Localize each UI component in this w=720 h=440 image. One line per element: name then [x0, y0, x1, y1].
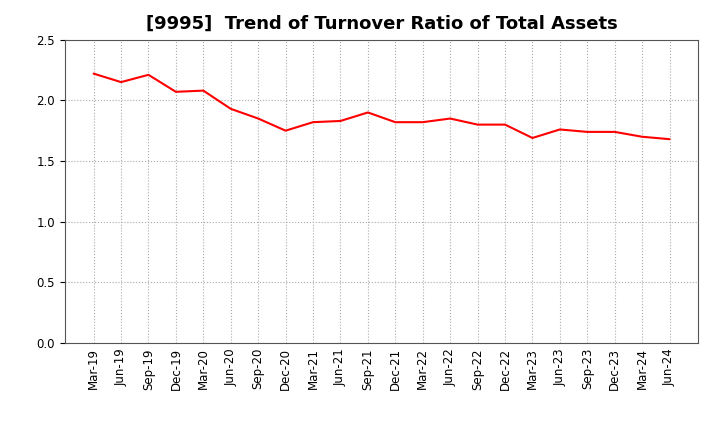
Title: [9995]  Trend of Turnover Ratio of Total Assets: [9995] Trend of Turnover Ratio of Total …	[145, 15, 618, 33]
